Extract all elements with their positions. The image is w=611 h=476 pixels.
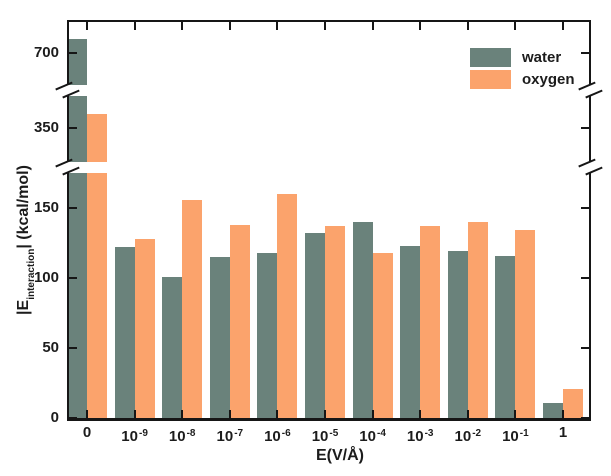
x-tick-top-10-2 — [466, 22, 469, 30]
bar-oxygen-10-5 — [325, 226, 345, 418]
x-axis-top-line — [66, 20, 591, 22]
y-tick-label-700: 700 — [33, 44, 59, 61]
x-tick-top-10-9 — [133, 22, 136, 30]
x-tick-label-10-3: 10-3 — [406, 428, 434, 445]
bar-oxygen-0 — [87, 114, 107, 418]
x-tick-bottom-10-2 — [466, 410, 469, 418]
legend-swatch-oxygen — [470, 70, 511, 89]
bar-oxygen-10-9 — [134, 238, 155, 418]
y-tick-right-150 — [581, 207, 589, 209]
legend-label-oxygen: oxygen — [522, 71, 575, 88]
x-tick-label-1: 1 — [558, 424, 568, 441]
bar-oxygen-10-8 — [182, 199, 203, 418]
y-tick-label-350: 350 — [33, 119, 59, 136]
y-tick-label-0: 0 — [50, 409, 59, 426]
bar-oxygen-10-7 — [229, 224, 250, 418]
x-tick-label-10-4: 10-4 — [359, 428, 386, 445]
x-tick-top-10-8 — [181, 22, 184, 30]
x-tick-exponent: -6 — [281, 428, 291, 439]
bar-water-1 — [543, 402, 563, 418]
bar-water-10-3 — [400, 245, 421, 418]
x-tick-exponent: -8 — [186, 428, 196, 439]
y-axis-title-prefix: |E — [15, 299, 32, 315]
bar-water-10-6 — [257, 252, 278, 418]
y-tick-left-150 — [68, 207, 77, 209]
x-axis-bottom-line — [66, 418, 591, 421]
x-tick-label-10-7: 10-7 — [216, 428, 244, 445]
y-tick-left-50 — [68, 347, 77, 349]
bar-oxygen-1 — [563, 388, 583, 418]
y-tick-right-350 — [581, 127, 589, 129]
legend-item-water: water — [470, 48, 575, 67]
y-tick-left-100 — [68, 277, 77, 279]
y-tick-left-350 — [68, 127, 77, 129]
legend: water oxygen — [470, 48, 575, 92]
x-tick-bottom-10-8 — [181, 410, 184, 418]
y-axis-left-line — [66, 20, 69, 421]
y-tick-right-700 — [581, 52, 589, 54]
x-tick-bottom-10-1 — [514, 410, 517, 418]
x-tick-top-10-3 — [419, 22, 422, 30]
y-tick-left-0 — [68, 417, 77, 419]
legend-label-water: water — [522, 49, 562, 66]
y-tick-right-100 — [581, 277, 589, 279]
x-tick-label-10-6: 10-6 — [264, 428, 291, 445]
x-tick-bottom-10-7 — [228, 410, 231, 418]
x-tick-label-10-9: 10-9 — [121, 428, 148, 445]
x-tick-exponent: -9 — [138, 428, 148, 439]
x-tick-exponent: -2 — [472, 428, 482, 439]
bar-water-0 — [67, 39, 87, 418]
x-tick-label-10-2: 10-2 — [454, 428, 482, 445]
x-tick-exponent: -7 — [234, 428, 244, 439]
axis-break-band-1 — [60, 84, 597, 96]
x-tick-top-0 — [86, 22, 88, 30]
x-tick-top-10-7 — [228, 22, 231, 30]
x-tick-bottom-1 — [562, 410, 564, 418]
bar-water-10-2 — [447, 251, 468, 418]
x-tick-top-10-5 — [324, 22, 326, 30]
bar-water-10-8 — [162, 276, 183, 418]
x-tick-bottom-10-3 — [419, 410, 422, 418]
bar-oxygen-10-1 — [515, 230, 536, 418]
bar-oxygen-10-4 — [372, 252, 393, 418]
x-tick-top-1 — [562, 22, 564, 30]
x-tick-bottom-10-4 — [371, 410, 374, 418]
y-tick-label-100: 100 — [33, 269, 59, 286]
bar-water-10-7 — [209, 257, 230, 418]
x-tick-label-10-8: 10-8 — [168, 428, 196, 445]
x-tick-top-10-6 — [276, 22, 279, 30]
y-axis-title: |Einteraction| (kcal/mol) — [15, 145, 37, 335]
x-tick-exponent: -5 — [329, 428, 339, 439]
legend-swatch-water — [470, 48, 511, 67]
bar-oxygen-10-3 — [420, 226, 441, 418]
y-tick-label-50: 50 — [42, 339, 59, 356]
x-tick-label-10-1: 10-1 — [502, 428, 529, 445]
bar-water-10-9 — [114, 247, 135, 418]
x-axis-title: E(V/Å) — [316, 447, 364, 464]
x-tick-bottom-10-5 — [324, 410, 326, 418]
bar-oxygen-10-6 — [277, 194, 298, 418]
y-tick-left-700 — [68, 52, 77, 54]
y-tick-label-150: 150 — [33, 199, 59, 216]
bar-water-10-5 — [305, 233, 325, 418]
axis-break-band-2 — [60, 161, 597, 173]
x-tick-bottom-0 — [86, 410, 88, 418]
x-tick-bottom-10-6 — [276, 410, 279, 418]
x-tick-top-10-4 — [371, 22, 374, 30]
x-tick-exponent: -4 — [376, 428, 386, 439]
x-tick-bottom-10-9 — [133, 410, 136, 418]
bar-oxygen-10-2 — [467, 222, 488, 418]
y-axis-right-line — [589, 20, 591, 421]
x-tick-top-10-1 — [514, 22, 517, 30]
bar-water-10-4 — [352, 222, 373, 418]
bar-water-10-1 — [495, 255, 516, 418]
legend-item-oxygen: oxygen — [470, 70, 575, 89]
y-tick-right-0 — [581, 417, 589, 419]
x-tick-exponent: -1 — [519, 428, 529, 439]
x-tick-label-10-5: 10-5 — [311, 428, 339, 445]
x-tick-label-0: 0 — [82, 424, 92, 441]
x-tick-exponent: -3 — [424, 428, 434, 439]
y-tick-right-50 — [581, 347, 589, 349]
